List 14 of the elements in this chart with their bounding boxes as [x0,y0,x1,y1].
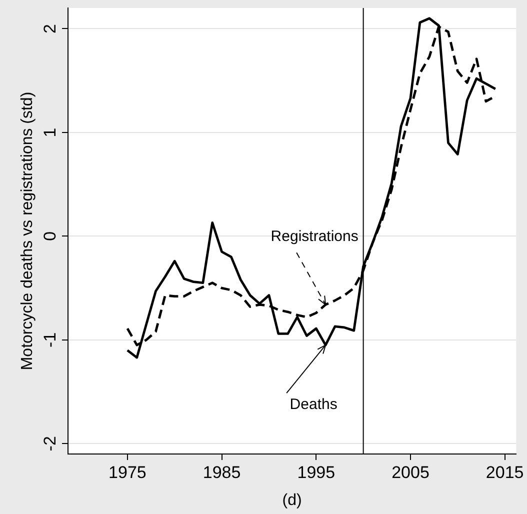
y-tick-label: -1 [40,332,60,348]
annotation: Registrations [270,228,358,245]
x-tick-label: 2015 [486,462,524,482]
y-axis-title: Motorcycle deaths vs registrations (std) [19,92,36,370]
x-axis-title: (d) [282,492,302,509]
x-tick-label: 1995 [297,462,336,482]
y-tick-label: 0 [40,231,60,241]
y-tick-label: 2 [40,24,60,34]
x-tick-label: 1985 [202,462,241,482]
x-tick-label: 1975 [108,462,146,482]
y-tick-label: -2 [40,436,60,452]
y-tick-label: 1 [40,128,60,138]
x-tick-label: 2005 [392,462,430,482]
annotation: Deaths [290,396,338,414]
